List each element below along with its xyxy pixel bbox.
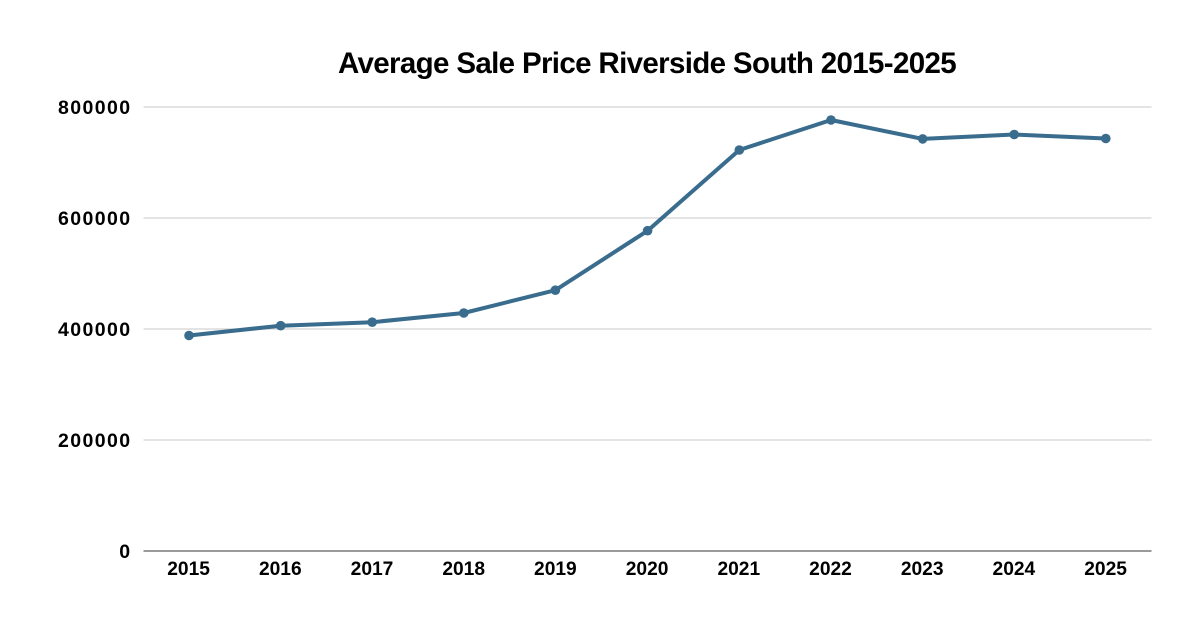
svg-text:2019: 2019 [534,559,577,580]
svg-text:2021: 2021 [717,559,760,580]
svg-text:400000: 400000 [58,319,131,341]
svg-text:Average Sale Price Riverside S: Average Sale Price Riverside South 2015-… [338,47,956,80]
svg-text:0: 0 [119,541,131,563]
svg-text:2020: 2020 [626,559,669,580]
svg-text:2025: 2025 [1084,559,1127,580]
svg-text:2017: 2017 [351,559,394,580]
svg-text:2015: 2015 [167,559,210,580]
svg-text:2018: 2018 [442,559,485,580]
svg-text:2022: 2022 [809,559,852,580]
svg-text:2024: 2024 [993,559,1036,580]
svg-text:2023: 2023 [901,559,944,580]
svg-text:200000: 200000 [58,430,131,452]
svg-text:600000: 600000 [58,208,131,230]
svg-text:2016: 2016 [259,559,302,580]
svg-text:800000: 800000 [58,97,131,119]
